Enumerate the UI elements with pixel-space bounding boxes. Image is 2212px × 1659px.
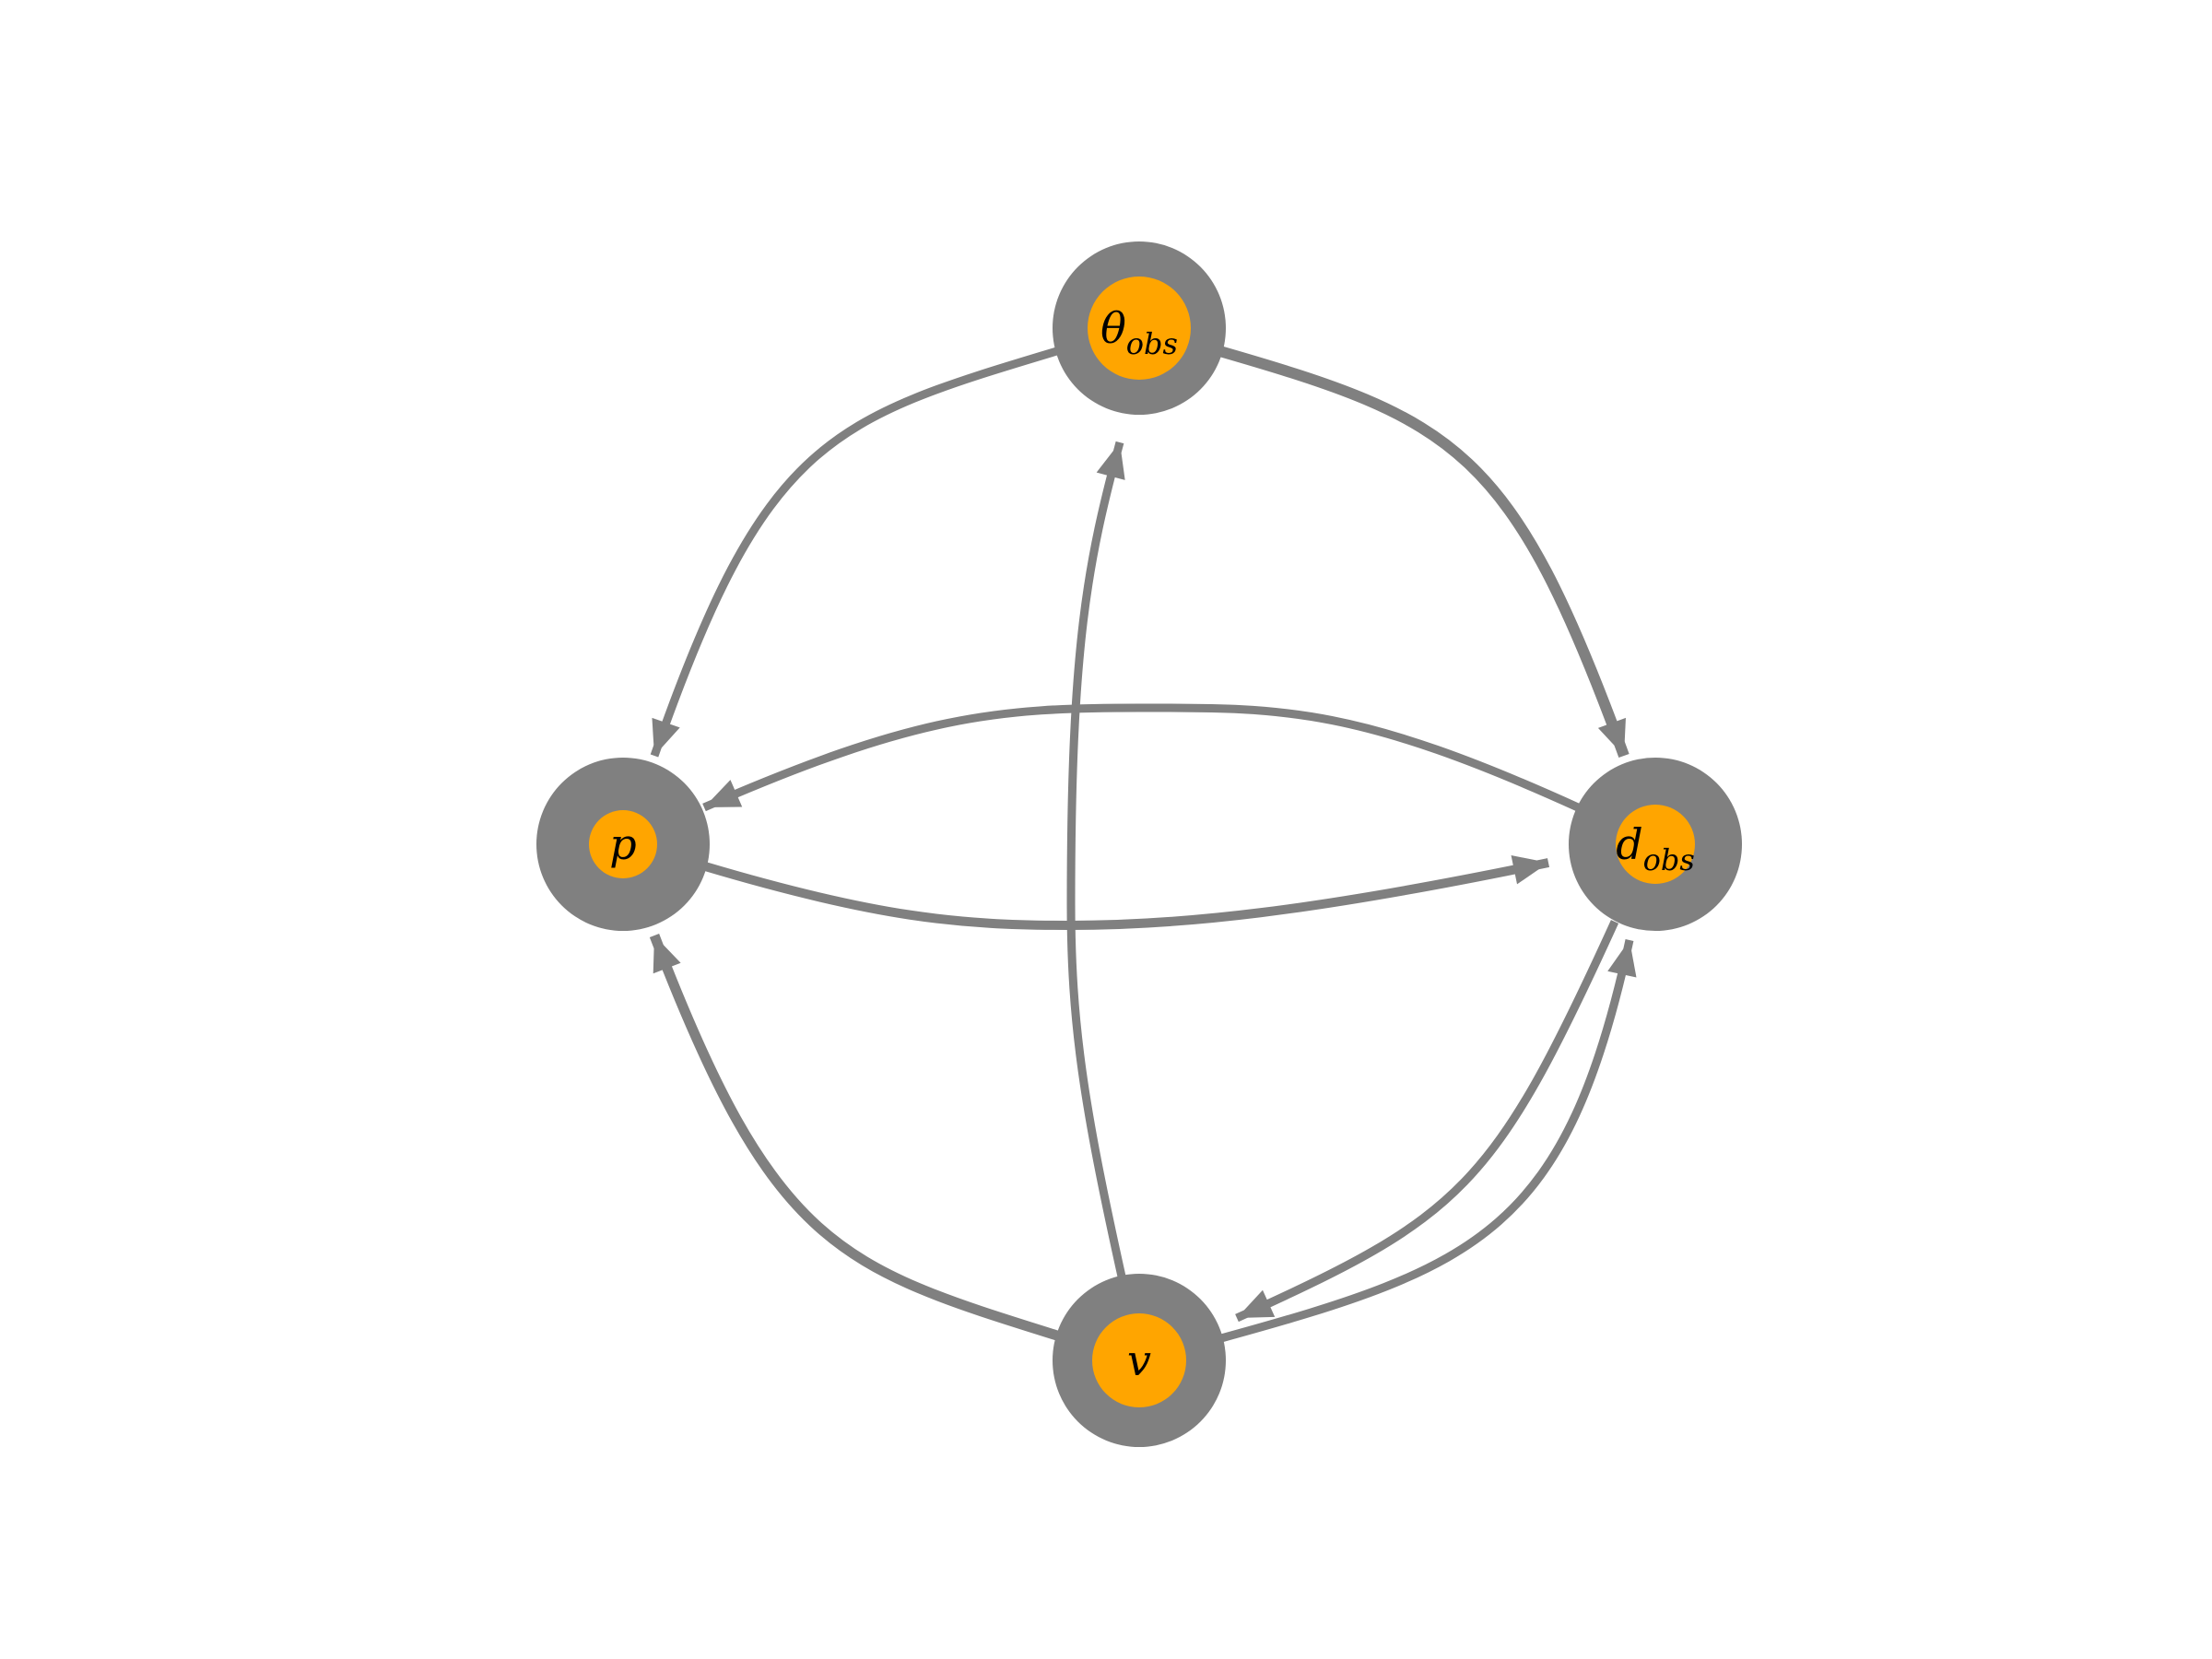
node-p: p — [536, 758, 710, 931]
node-p-label-main: p — [609, 819, 636, 869]
edge-theta-obs-to-d-obs-arrowhead — [1597, 717, 1626, 756]
edge-d-obs-to-v — [1235, 920, 1619, 1323]
edge-theta-obs-to-p — [650, 346, 1062, 758]
edge-d-obs-to-p — [702, 703, 1580, 812]
node-d-obs-core — [1616, 805, 1695, 884]
edge-d-obs-to-p-arrowhead — [704, 780, 743, 807]
edge-theta-obs-to-p-arrowhead — [652, 717, 680, 756]
node-theta-obs-core — [1088, 276, 1191, 380]
edge-v-to-theta-obs-arrowhead — [1096, 442, 1125, 480]
edge-v-to-p — [649, 934, 1062, 1342]
node-theta-obs-label-main: θ — [1100, 303, 1126, 353]
edge-p-to-d-obs — [703, 858, 1550, 931]
node-v: v — [1053, 1274, 1226, 1447]
node-d-obs-label-sub: obs — [1643, 842, 1695, 877]
edge-d-obs-to-v-arrowhead — [1237, 1289, 1276, 1318]
node-theta-obs-label: θobs — [1100, 303, 1178, 361]
edge-v-to-d-obs — [1219, 939, 1634, 1343]
edge-v-to-p-arrowhead — [653, 935, 681, 974]
node-v-label-main: v — [1127, 1335, 1151, 1385]
edge-v-to-theta-obs — [1066, 441, 1126, 1277]
node-theta-obs: θobs — [1053, 241, 1226, 415]
edge-p-to-d-obs-arrowhead — [1511, 855, 1548, 885]
edge-theta-obs-to-d-obs — [1215, 345, 1630, 759]
node-d-obs: dobs — [1569, 758, 1742, 931]
node-v-label: v — [1127, 1335, 1151, 1385]
node-v-core — [1092, 1313, 1186, 1407]
node-theta-obs-label-sub: obs — [1126, 326, 1178, 361]
edges-layer — [649, 345, 1637, 1343]
node-d-obs-label-main: d — [1616, 819, 1642, 869]
node-p-core — [589, 810, 657, 878]
node-d-obs-label: dobs — [1616, 819, 1695, 877]
edge-v-to-d-obs-arrowhead — [1607, 940, 1637, 978]
node-p-label: p — [609, 819, 636, 869]
